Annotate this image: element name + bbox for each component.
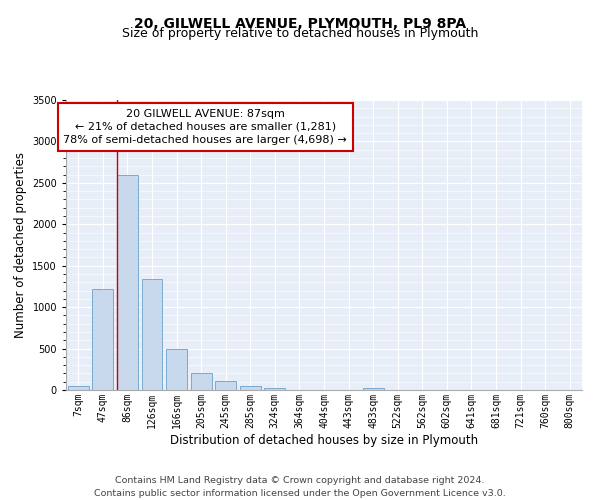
Bar (215, 381, 236, 390)
Bar (191, 374, 212, 390)
Bar (142, 279, 163, 390)
Bar (240, 386, 261, 390)
Bar (92, 289, 113, 390)
X-axis label: Distribution of detached houses by size in Plymouth: Distribution of detached houses by size … (170, 434, 478, 446)
Bar (265, 388, 286, 390)
Bar (68, 386, 89, 390)
Text: Contains HM Land Registry data © Crown copyright and database right 2024.
Contai: Contains HM Land Registry data © Crown c… (94, 476, 506, 498)
Text: 20 GILWELL AVENUE: 87sqm
← 21% of detached houses are smaller (1,281)
78% of sem: 20 GILWELL AVENUE: 87sqm ← 21% of detach… (64, 108, 347, 145)
Bar (166, 348, 187, 390)
Bar (117, 176, 138, 390)
Text: Size of property relative to detached houses in Plymouth: Size of property relative to detached ho… (122, 28, 478, 40)
Text: 20, GILWELL AVENUE, PLYMOUTH, PL9 8PA: 20, GILWELL AVENUE, PLYMOUTH, PL9 8PA (134, 18, 466, 32)
Bar (362, 388, 383, 390)
Y-axis label: Number of detached properties: Number of detached properties (14, 152, 26, 338)
